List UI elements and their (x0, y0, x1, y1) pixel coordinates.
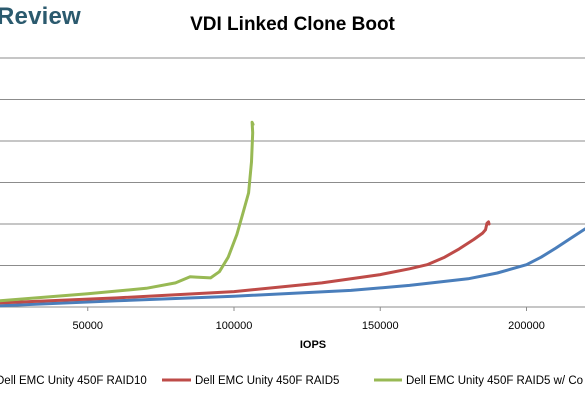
series-lines (0, 120, 585, 308)
legend-label-1: Dell EMC Unity 450F RAID10 (0, 375, 147, 387)
legend-label-2: Dell EMC Unity 450F RAID5 (195, 375, 339, 387)
x-tick-label: 100000 (216, 320, 253, 332)
x-axis-title: IOPS (300, 339, 326, 351)
chart-title: VDI Linked Clone Boot (0, 14, 585, 36)
series-line-1 (0, 227, 585, 308)
legend-label-3: Dell EMC Unity 450F RAID5 w/ Co (406, 375, 583, 387)
series-line-2 (0, 220, 491, 305)
x-tick-label: 50000 (72, 320, 103, 332)
x-tick-label: 200000 (508, 320, 545, 332)
series-line-3 (0, 120, 255, 303)
brand-logo-text: Review (0, 3, 81, 30)
x-tick-label: 150000 (362, 320, 399, 332)
chart-title-text: VDI Linked Clone Boot (190, 14, 395, 35)
legend: Dell EMC Unity 450F RAID10 Dell EMC Unity… (0, 375, 583, 387)
gridlines (0, 57, 585, 266)
x-tick-labels: 50000 100000 150000 200000 (72, 307, 545, 332)
